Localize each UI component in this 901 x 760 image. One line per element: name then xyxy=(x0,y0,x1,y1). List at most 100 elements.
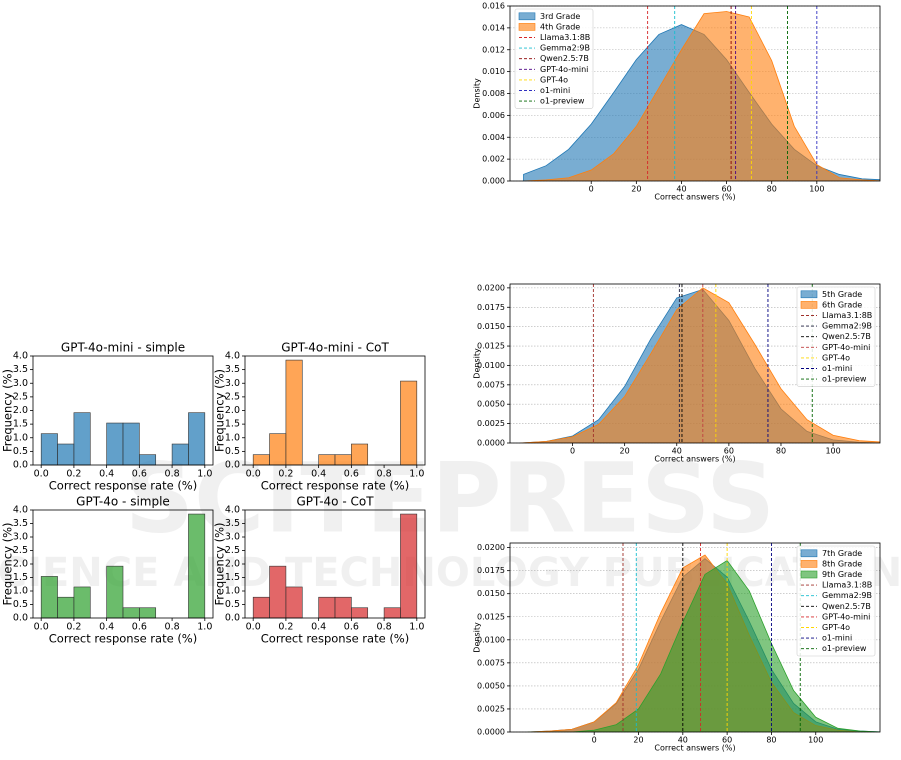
plot-frame xyxy=(244,509,426,619)
x-tick-label: 100 xyxy=(808,736,823,745)
legend-swatch xyxy=(800,549,818,558)
y-axis-label: Density xyxy=(473,78,482,109)
y-tick-label: 0.0025 xyxy=(477,704,505,713)
legend-label: GPT-4o xyxy=(822,353,850,362)
chart-title: GPT-4o-mini - CoT xyxy=(281,341,389,355)
bar xyxy=(400,380,418,466)
bar xyxy=(269,433,287,466)
y-tick-label: 3.0 xyxy=(225,532,240,543)
x-tick-label: 0.6 xyxy=(132,622,147,633)
y-tick-label: 1.0 xyxy=(225,586,240,597)
x-tick-label: 100 xyxy=(809,185,824,194)
y-tick-label: 3.5 xyxy=(225,518,240,529)
y-tick-label: 0.014 xyxy=(482,23,505,32)
x-tick-label: 20 xyxy=(631,185,641,194)
y-tick-label: 2.5 xyxy=(225,391,240,402)
y-tick-label: 0.0050 xyxy=(477,681,505,690)
x-axis-label: Correct response rate (%) xyxy=(261,632,409,646)
legend-swatch xyxy=(800,290,818,299)
y-tick-label: 0.0150 xyxy=(477,322,505,331)
y-tick-label: 0.0075 xyxy=(477,658,505,667)
chart-title: GPT-4o - CoT xyxy=(296,495,374,509)
y-tick-label: 3.0 xyxy=(13,378,28,389)
bar xyxy=(400,513,418,619)
x-tick-label: 20 xyxy=(633,736,643,745)
bar xyxy=(73,586,91,619)
legend-label: o1-mini xyxy=(540,86,570,95)
y-tick-label: 0.008 xyxy=(482,89,505,98)
x-tick-label: 0 xyxy=(589,185,594,194)
y-tick-label: 0.0 xyxy=(225,613,240,624)
bar xyxy=(334,596,352,619)
x-tick-label: 60 xyxy=(724,447,734,456)
y-tick-label: 1.5 xyxy=(225,419,240,430)
legend-label: Qwen2.5:7B xyxy=(540,54,589,63)
y-tick-label: 0.0100 xyxy=(477,361,505,370)
x-tick-label: 40 xyxy=(678,736,688,745)
x-tick-label: 0.8 xyxy=(165,622,180,633)
y-tick-label: 0.0 xyxy=(13,613,28,624)
legend-swatch xyxy=(800,570,818,579)
x-tick-label: 0.8 xyxy=(165,469,180,480)
bar xyxy=(106,422,124,466)
plot-frame xyxy=(32,355,214,466)
y-tick-label: 0.006 xyxy=(482,111,505,120)
watermark-subtitle: SCIENCE AND TECHNOLOGY PUBLICATIONS xyxy=(0,550,901,596)
density-area xyxy=(523,11,880,181)
x-axis-label: Correct answers (%) xyxy=(654,455,735,464)
legend-label: o1-preview xyxy=(540,97,585,106)
x-tick-label: 0.6 xyxy=(344,469,359,480)
bar xyxy=(139,454,157,466)
x-tick-label: 0.4 xyxy=(99,469,114,480)
y-tick-label: 4.0 xyxy=(225,351,240,362)
density-area xyxy=(527,559,880,732)
plot-frame xyxy=(32,509,214,619)
x-tick-label: 0.4 xyxy=(99,622,114,633)
y-tick-label: 4.0 xyxy=(13,351,28,362)
bar xyxy=(188,412,206,466)
y-tick-label: 4.0 xyxy=(13,505,28,516)
bar xyxy=(57,596,75,619)
watermark-title: SCITEPRESS xyxy=(125,442,775,554)
x-tick-label: 60 xyxy=(721,185,731,194)
y-tick-label: 0.002 xyxy=(482,155,505,164)
y-tick-label: 0.012 xyxy=(482,45,505,54)
density-area xyxy=(520,287,880,443)
bar xyxy=(334,454,352,466)
y-tick-label: 2.5 xyxy=(13,545,28,556)
x-tick-label: 0.4 xyxy=(311,469,326,480)
x-tick-label: 1.0 xyxy=(409,622,424,633)
y-tick-label: 0.0 xyxy=(13,460,28,471)
x-tick-label: 40 xyxy=(676,185,686,194)
x-tick-label: 0.2 xyxy=(66,469,81,480)
x-tick-label: 20 xyxy=(620,447,630,456)
chart: 0.0000 0.0025 0.0050 0.0075 0.0100 0.0125 0.01… xyxy=(473,283,881,464)
x-tick-label: 0.0 xyxy=(34,622,49,633)
bar xyxy=(122,607,140,619)
x-tick-label: 0.6 xyxy=(344,622,359,633)
x-tick-label: 0.2 xyxy=(66,622,81,633)
x-tick-label: 0.0 xyxy=(246,469,261,480)
y-tick-label: 3.0 xyxy=(13,532,28,543)
y-tick-label: 0.0025 xyxy=(477,419,505,428)
y-tick-label: 0.0200 xyxy=(477,543,505,552)
x-tick-label: 80 xyxy=(766,736,776,745)
x-axis-label: Correct response rate (%) xyxy=(49,632,197,646)
bar xyxy=(252,454,270,466)
legend-label: Qwen2.5:7B xyxy=(822,332,871,341)
y-tick-label: 0.0000 xyxy=(477,728,505,737)
x-tick-label: 0.2 xyxy=(278,469,293,480)
y-tick-label: 0.5 xyxy=(13,446,28,457)
bar xyxy=(188,513,206,619)
y-tick-label: 0.0 xyxy=(225,460,240,471)
legend-label: Llama3.1:8B xyxy=(540,33,590,42)
y-tick-label: 1.5 xyxy=(13,419,28,430)
x-tick-label: 80 xyxy=(767,185,777,194)
y-tick-label: 2.5 xyxy=(225,545,240,556)
legend-swatch xyxy=(518,23,536,31)
y-tick-label: 3.5 xyxy=(225,364,240,375)
x-tick-label: 0.8 xyxy=(377,469,392,480)
bar xyxy=(351,607,369,619)
y-tick-label: 0.000 xyxy=(482,177,505,186)
